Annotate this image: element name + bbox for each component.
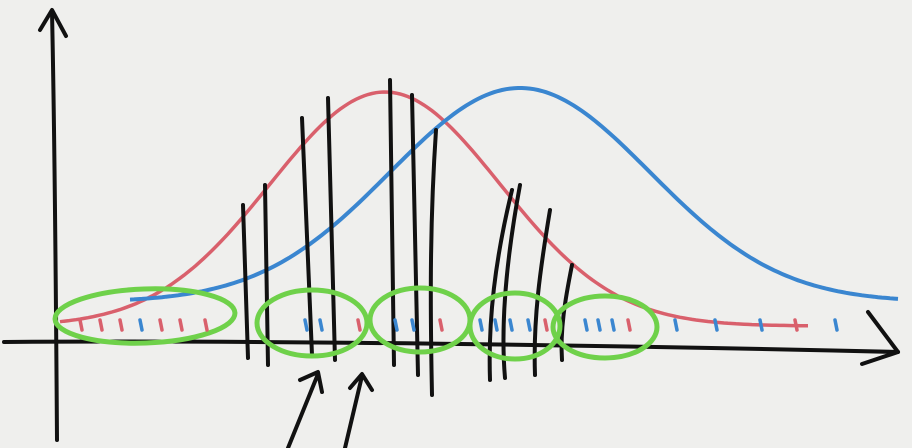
sample-point <box>118 318 124 332</box>
sample-point <box>203 318 209 332</box>
pointer-arrow <box>343 372 374 448</box>
sample-point <box>393 318 399 332</box>
sample-point <box>158 318 164 332</box>
sample-point <box>610 318 616 332</box>
red-curve <box>59 90 808 328</box>
sample-point <box>78 318 84 332</box>
split-line <box>388 78 396 367</box>
sample-point <box>583 318 589 332</box>
blue-curve <box>129 86 899 302</box>
sample-point <box>526 318 532 332</box>
sample-point <box>356 318 362 332</box>
sample-points <box>78 318 839 332</box>
sample-point <box>596 318 602 332</box>
sample-point <box>478 318 484 332</box>
y-axis-arrow <box>38 8 68 38</box>
sample-point <box>673 318 679 332</box>
group-ellipse <box>550 293 660 361</box>
sample-point <box>758 318 764 332</box>
sample-point <box>318 318 324 332</box>
split-lines <box>241 78 574 397</box>
curves <box>59 86 899 328</box>
split-line <box>326 96 337 362</box>
sample-point <box>626 318 632 332</box>
sample-point <box>98 318 104 332</box>
sample-point <box>833 318 839 332</box>
sample-point <box>410 318 416 332</box>
split-line <box>487 188 514 382</box>
split-line <box>410 93 420 377</box>
split-line <box>559 263 574 362</box>
sample-point <box>438 318 444 332</box>
sample-point <box>303 318 309 332</box>
group-ellipse <box>467 290 563 362</box>
y-axis <box>50 10 59 442</box>
split-line <box>300 116 314 357</box>
x-axis-arrow <box>860 310 900 366</box>
sample-point <box>508 318 514 332</box>
sample-point <box>793 318 799 332</box>
sample-point <box>713 318 719 332</box>
pointer-arrow <box>286 370 324 448</box>
sample-point <box>138 318 144 332</box>
group-ellipse <box>52 286 238 346</box>
sample-point <box>493 318 499 332</box>
split-line <box>263 183 270 367</box>
sample-point <box>178 318 184 332</box>
groups <box>52 285 660 362</box>
sample-point <box>543 318 549 332</box>
split-line <box>428 128 438 397</box>
group-ellipse <box>254 287 370 359</box>
split-line <box>241 203 250 360</box>
